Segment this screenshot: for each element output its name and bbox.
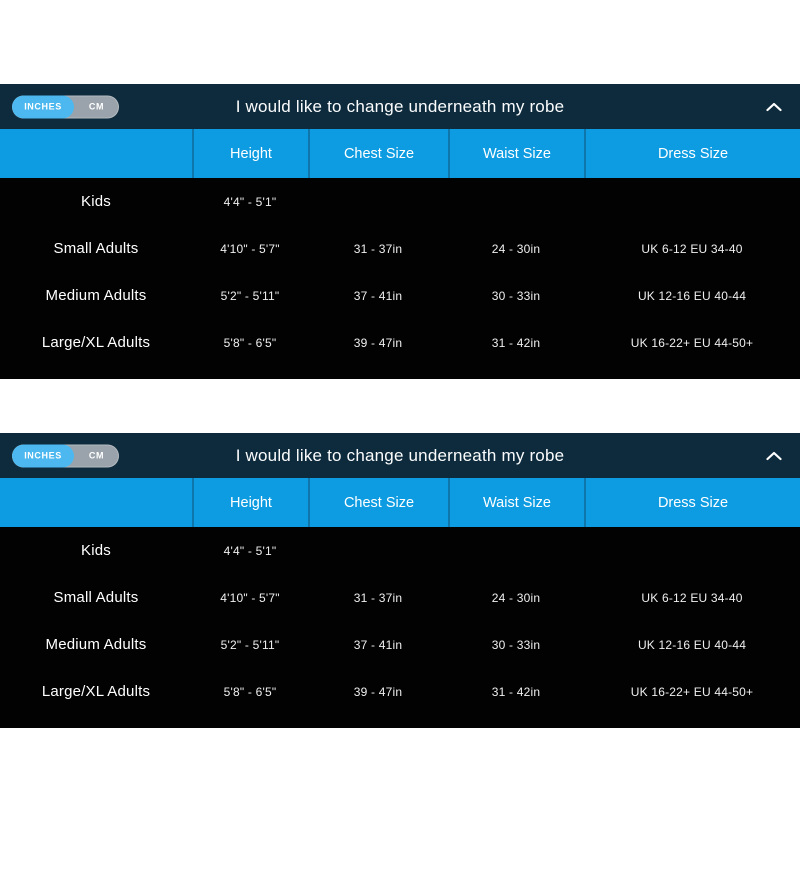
chest-size-cell: 37 - 41in — [353, 637, 403, 652]
height-cell: 5'2" - 5'11" — [220, 288, 280, 303]
row-label: Large/XL Adults — [41, 683, 151, 700]
waist-size-cell: 30 - 33in — [491, 637, 541, 652]
column-header-dress-size: Dress Size — [584, 478, 800, 527]
height-cell: 4'10" - 5'7" — [220, 590, 280, 605]
column-header-empty — [0, 478, 192, 527]
dress-size-cell: UK 16-22+ EU 44-50+ — [630, 684, 754, 699]
unit-toggle[interactable]: INCHES CM — [12, 444, 119, 467]
column-header-empty — [0, 129, 192, 178]
row-label: Large/XL Adults — [41, 334, 151, 351]
size-table-body: Kids 4'4" - 5'1" Small Adults 4'10" - 5'… — [0, 527, 800, 728]
table-row: Kids 4'4" - 5'1" — [0, 527, 800, 574]
column-header-chest-size: Chest Size — [308, 478, 448, 527]
row-label: Small Adults — [53, 240, 139, 257]
size-chart-panel: INCHES CM I would like to change underne… — [0, 433, 800, 728]
row-label: Kids — [81, 542, 111, 559]
chevron-up-icon[interactable] — [766, 102, 782, 111]
height-cell: 4'4" - 5'1" — [223, 194, 277, 209]
dress-size-cell: UK 6-12 EU 34-40 — [641, 590, 743, 605]
column-header-height: Height — [192, 129, 308, 178]
dress-size-cell: UK 12-16 EU 40-44 — [637, 288, 747, 303]
column-header-height: Height — [192, 478, 308, 527]
column-header-row: Height Chest Size Waist Size Dress Size — [0, 129, 800, 178]
panel-header: INCHES CM I would like to change underne… — [0, 433, 800, 478]
column-header-row: Height Chest Size Waist Size Dress Size — [0, 478, 800, 527]
chevron-up-icon[interactable] — [766, 451, 782, 460]
table-row: Large/XL Adults 5'8" - 6'5" 39 - 47in 31… — [0, 668, 800, 715]
height-cell: 4'4" - 5'1" — [223, 543, 277, 558]
waist-size-cell: 31 - 42in — [491, 684, 541, 699]
panel-header: INCHES CM I would like to change underne… — [0, 84, 800, 129]
table-row: Small Adults 4'10" - 5'7" 31 - 37in 24 -… — [0, 574, 800, 621]
dress-size-cell: UK 12-16 EU 40-44 — [637, 637, 747, 652]
column-header-waist-size: Waist Size — [448, 129, 584, 178]
height-cell: 5'8" - 6'5" — [223, 335, 277, 350]
table-row: Kids 4'4" - 5'1" — [0, 178, 800, 225]
unit-inches-button[interactable]: INCHES — [12, 95, 74, 118]
panel-title: I would like to change underneath my rob… — [235, 445, 565, 465]
table-row: Small Adults 4'10" - 5'7" 31 - 37in 24 -… — [0, 225, 800, 272]
table-row: Medium Adults 5'2" - 5'11" 37 - 41in 30 … — [0, 272, 800, 319]
column-header-waist-size: Waist Size — [448, 478, 584, 527]
dress-size-cell: UK 6-12 EU 34-40 — [641, 241, 743, 256]
height-cell: 5'2" - 5'11" — [220, 637, 280, 652]
chest-size-cell: 31 - 37in — [353, 590, 403, 605]
unit-toggle[interactable]: INCHES CM — [12, 95, 119, 118]
size-chart-panel: INCHES CM I would like to change underne… — [0, 84, 800, 379]
height-cell: 4'10" - 5'7" — [220, 241, 280, 256]
waist-size-cell: 31 - 42in — [491, 335, 541, 350]
row-label: Medium Adults — [45, 636, 147, 653]
chest-size-cell: 39 - 47in — [353, 684, 403, 699]
waist-size-cell: 24 - 30in — [491, 590, 541, 605]
unit-cm-button[interactable]: CM — [88, 450, 105, 461]
chest-size-cell: 31 - 37in — [353, 241, 403, 256]
column-header-dress-size: Dress Size — [584, 129, 800, 178]
waist-size-cell: 30 - 33in — [491, 288, 541, 303]
panel-title: I would like to change underneath my rob… — [235, 96, 565, 116]
row-label: Small Adults — [53, 589, 139, 606]
row-label: Kids — [81, 193, 111, 210]
table-row: Large/XL Adults 5'8" - 6'5" 39 - 47in 31… — [0, 319, 800, 366]
table-row: Medium Adults 5'2" - 5'11" 37 - 41in 30 … — [0, 621, 800, 668]
size-table-body: Kids 4'4" - 5'1" Small Adults 4'10" - 5'… — [0, 178, 800, 379]
unit-cm-button[interactable]: CM — [88, 101, 105, 112]
waist-size-cell: 24 - 30in — [491, 241, 541, 256]
chest-size-cell: 37 - 41in — [353, 288, 403, 303]
height-cell: 5'8" - 6'5" — [223, 684, 277, 699]
chest-size-cell: 39 - 47in — [353, 335, 403, 350]
dress-size-cell: UK 16-22+ EU 44-50+ — [630, 335, 754, 350]
row-label: Medium Adults — [45, 287, 147, 304]
column-header-chest-size: Chest Size — [308, 129, 448, 178]
unit-inches-button[interactable]: INCHES — [12, 444, 74, 467]
